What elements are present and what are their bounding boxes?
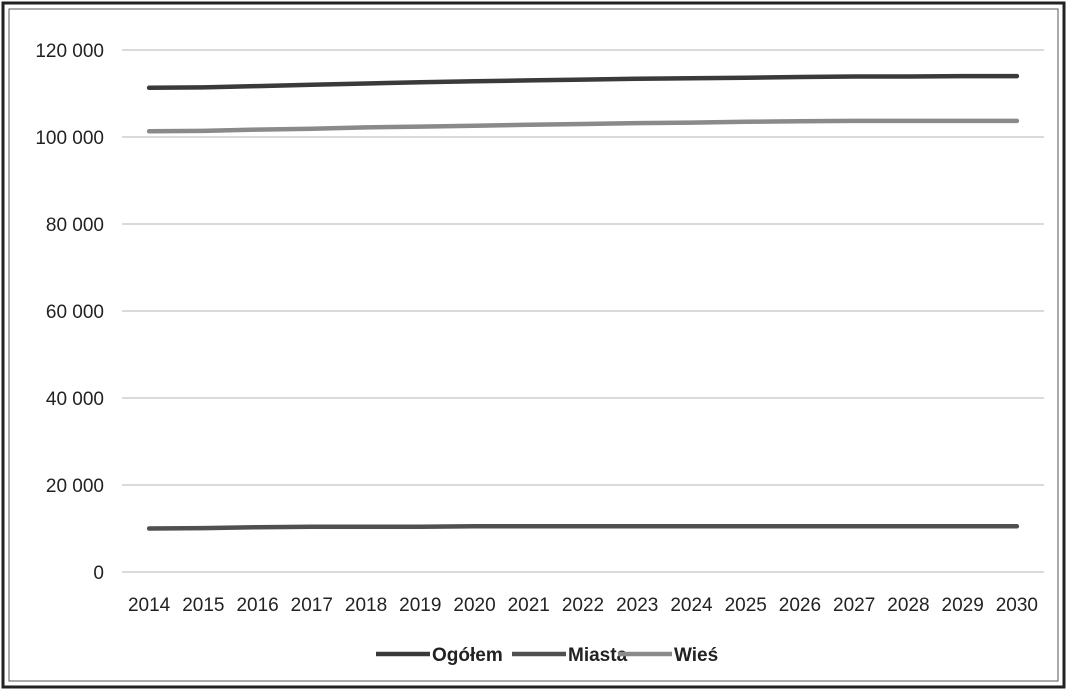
series-lines [146,73,1020,531]
y-axis-tick-labels: 0 20 000 40 000 60 000 80 000 100 000 120 000 [35,41,104,584]
y-tick-label: 100 000 [35,128,104,149]
y-tick-label: 60 000 [46,302,104,323]
series-line-0 [146,73,1020,91]
x-tick-label: 2022 [562,595,604,616]
x-tick-label: 2021 [508,595,550,616]
chart-inner-border [8,8,1059,682]
x-tick-label: 2023 [616,595,658,616]
x-axis-tick-labels: 2014 2015 2016 2017 2018 2019 2020 2021 2022 2023… [128,595,1038,616]
x-tick-label: 2030 [996,595,1038,616]
x-tick-label: 2024 [670,595,713,616]
legend: Ogółem Miasta Wieś [376,645,718,666]
y-tick-label: 120 000 [35,41,104,62]
x-tick-label: 2015 [182,595,224,616]
series-line-1 [146,524,1020,531]
legend-label: Wieś [674,645,718,666]
x-tick-label: 2028 [887,595,929,616]
series-line-2 [146,118,1020,134]
x-tick-label: 2019 [399,595,441,616]
x-tick-label: 2016 [236,595,278,616]
x-tick-label: 2025 [725,595,767,616]
x-tick-label: 2020 [453,595,495,616]
y-tick-label: 40 000 [46,389,104,410]
x-tick-label: 2014 [128,595,171,616]
legend-label: Miasta [568,645,628,666]
y-tick-label: 0 [93,563,104,584]
x-tick-label: 2029 [942,595,984,616]
x-tick-label: 2026 [779,595,821,616]
gridlines [122,49,1044,573]
y-tick-label: 20 000 [46,476,104,497]
x-tick-label: 2018 [345,595,387,616]
x-tick-label: 2027 [833,595,875,616]
y-tick-label: 80 000 [46,215,104,236]
x-tick-label: 2017 [291,595,333,616]
legend-label: Ogółem [432,645,503,666]
